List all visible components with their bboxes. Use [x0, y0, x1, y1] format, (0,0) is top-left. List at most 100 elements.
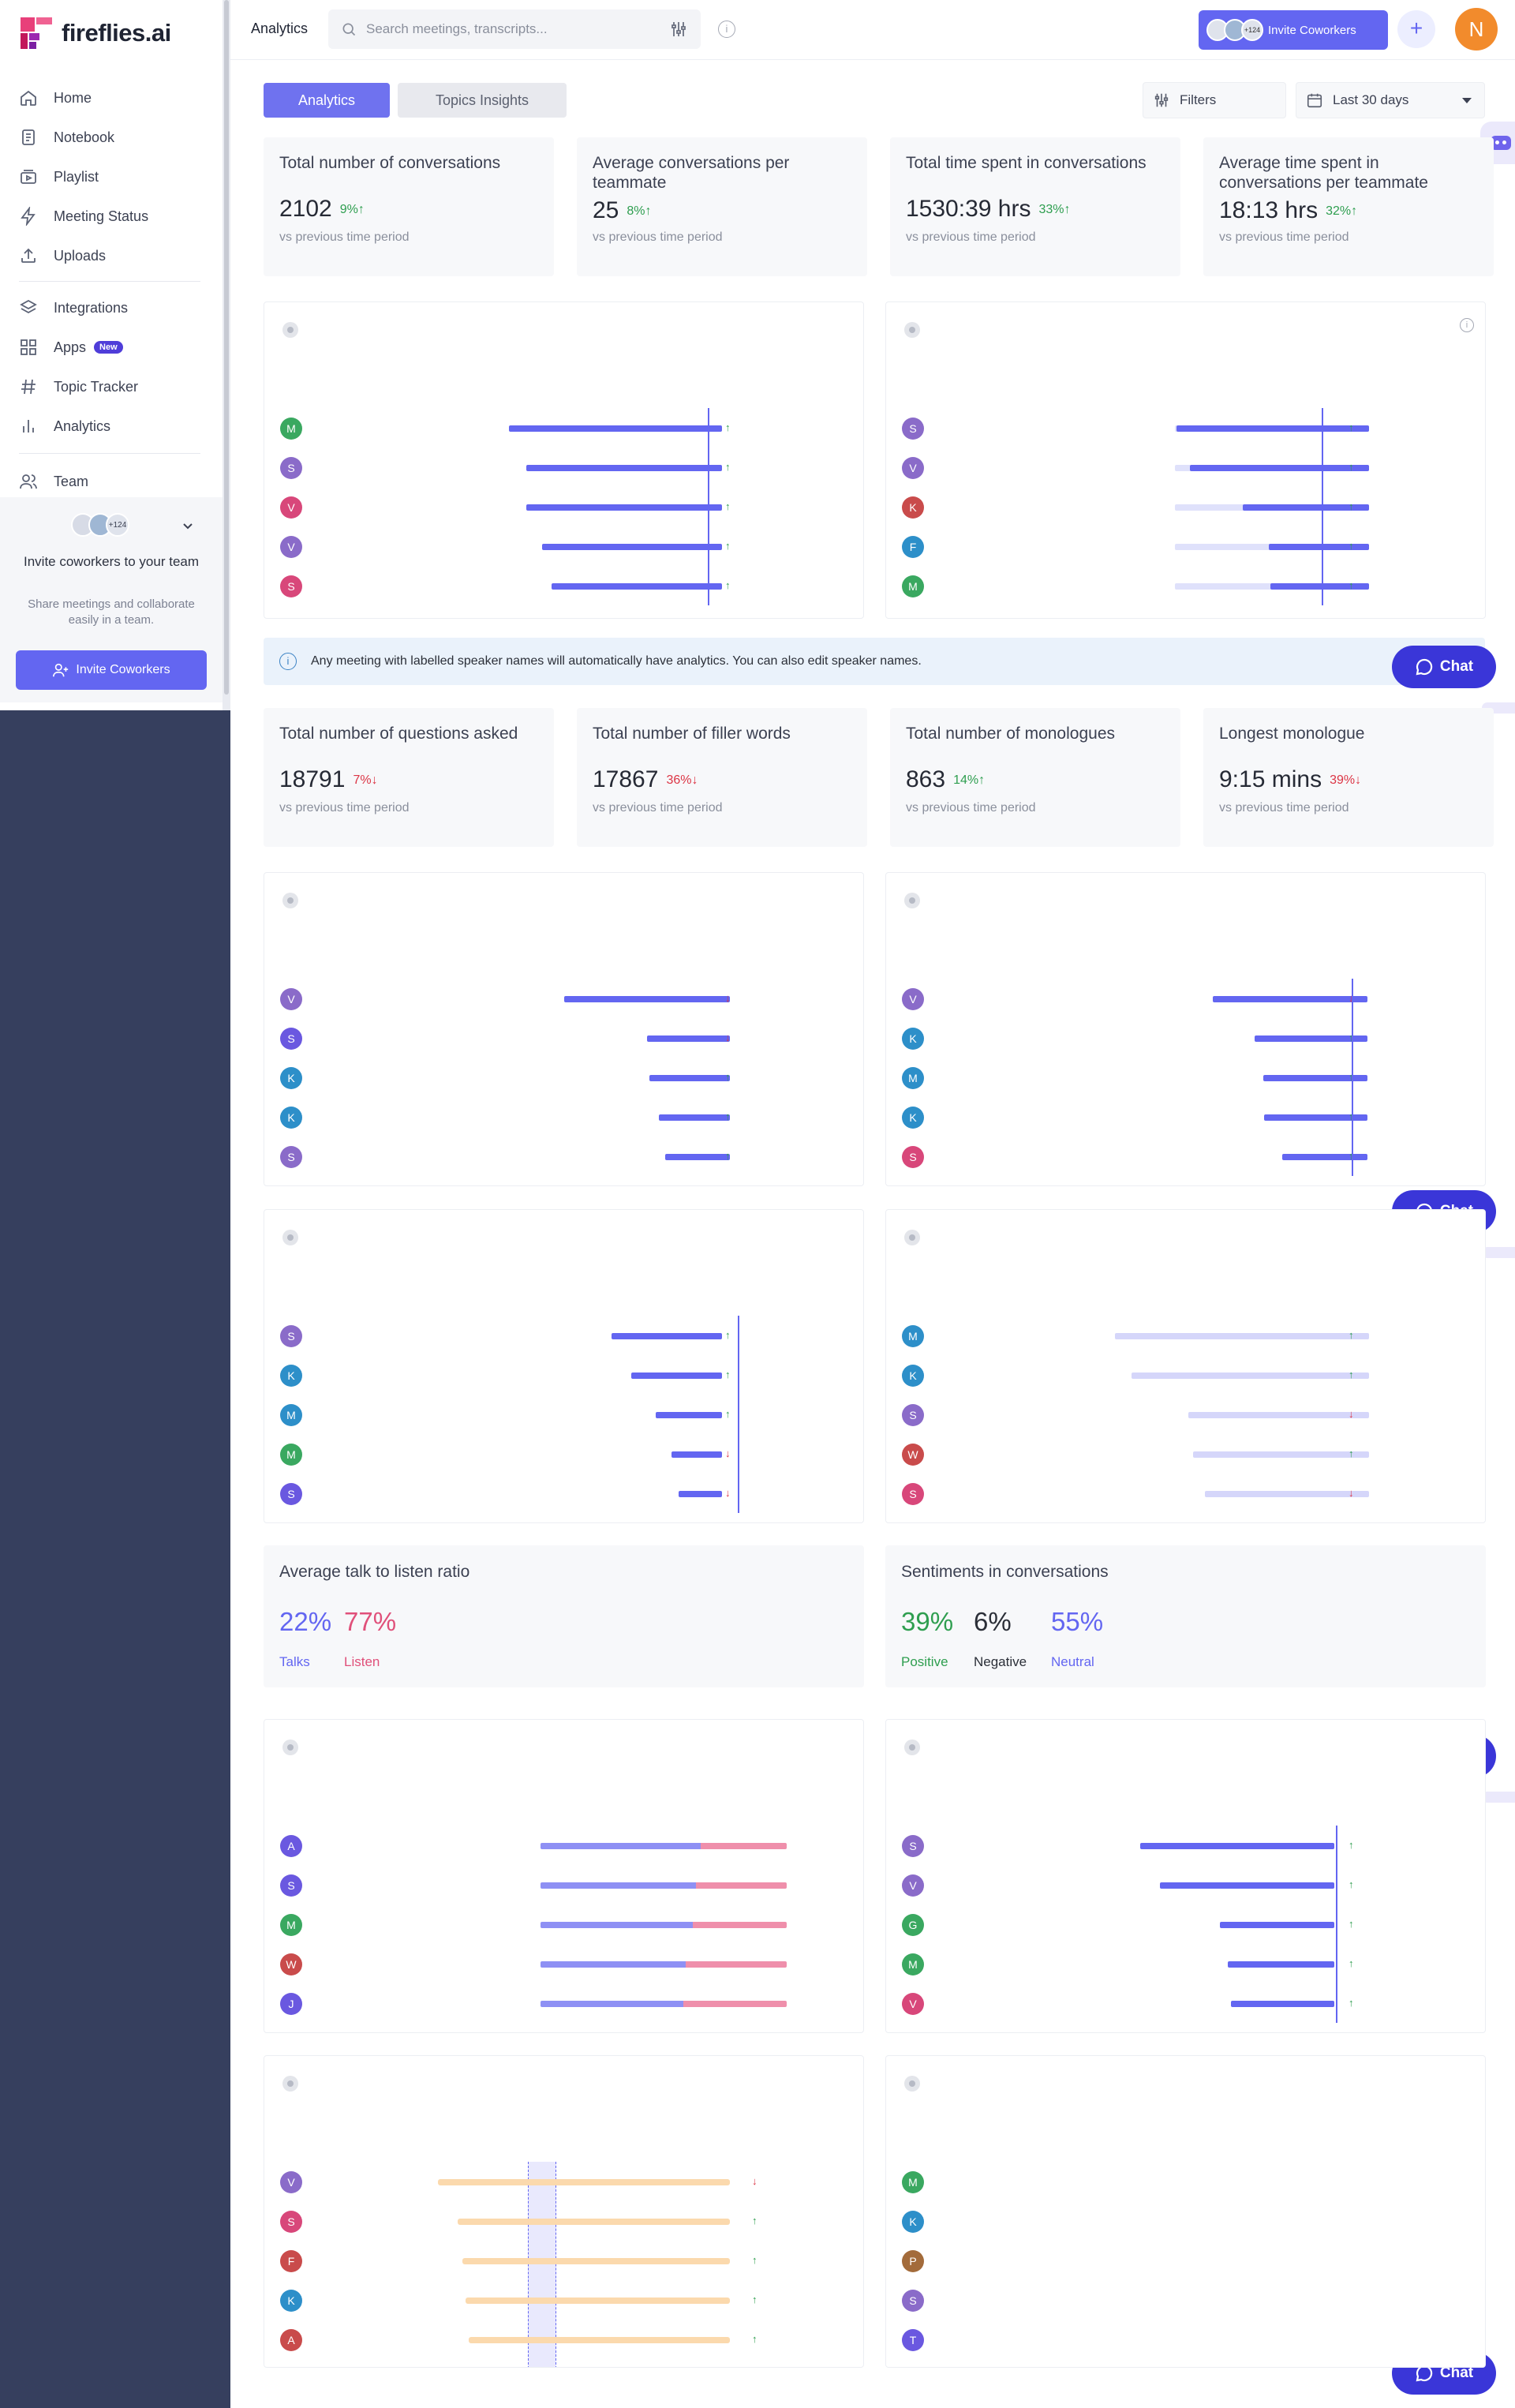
teammate-row[interactable]: T [902, 2320, 1470, 2359]
teammate-row[interactable]: V ↑ [902, 1865, 1470, 1904]
teammate-row[interactable]: S↑ [902, 1826, 1470, 1865]
teammate-row[interactable]: J [280, 1983, 848, 2023]
home-icon [21, 90, 36, 106]
teammate-row[interactable]: S ↓ [902, 1395, 1470, 1434]
mute-icon [902, 1737, 922, 1758]
sidebar-item-team[interactable]: Team [0, 463, 223, 500]
tab-topics-insights[interactable]: Topics Insights [398, 83, 567, 118]
sidebar-item-topic-tracker[interactable]: Topic Tracker [0, 368, 223, 406]
teammate-row[interactable]: S ↓ [280, 1474, 848, 1513]
assistant-bot-button[interactable] [1480, 122, 1515, 164]
teammate-row[interactable]: S↑ [280, 448, 848, 487]
teammate-row[interactable]: S [902, 2280, 1470, 2320]
average-line [708, 408, 709, 605]
teammate-row[interactable]: V↓ [280, 979, 848, 1018]
search-bar[interactable] [328, 9, 701, 49]
value-bar [1140, 1843, 1334, 1849]
teammate-row[interactable]: S ↓ [902, 1474, 1470, 1513]
info-icon[interactable]: i [718, 21, 735, 38]
chat-button[interactable]: Chat [1392, 646, 1496, 688]
teammate-row[interactable]: K [902, 2201, 1470, 2241]
teammate-row[interactable]: K↑ [902, 1355, 1470, 1395]
teammate-row[interactable]: S↑ [280, 1137, 848, 1176]
value-bar [1176, 425, 1369, 432]
sidebar-item-home[interactable]: Home [0, 79, 223, 117]
stat-number: 9:15 mins [1219, 766, 1322, 792]
teammate-row[interactable]: M↑ [280, 1395, 848, 1434]
teammate-row[interactable]: V ↑ [902, 1983, 1470, 2023]
teammate-row[interactable]: A [280, 1826, 848, 1865]
teammate-row[interactable]: W [280, 1944, 848, 1983]
teammate-row[interactable]: V↓ [902, 979, 1470, 1018]
teammate-row[interactable]: M↑ [902, 1316, 1470, 1355]
teammate-row[interactable]: M↑ [902, 566, 1470, 605]
teammate-row[interactable]: S↑ [902, 1137, 1470, 1176]
teammate-row[interactable]: K↑ [902, 1097, 1470, 1137]
teammate-row[interactable]: W ↑ [902, 1434, 1470, 1474]
teammate-row[interactable]: F ↑ [280, 2241, 848, 2280]
sidebar-item-analytics[interactable]: Analytics [0, 407, 223, 445]
sidebar-item-playlist[interactable]: Playlist [0, 158, 223, 196]
value-change: ↑ [1349, 1839, 1396, 1851]
teammate-row[interactable]: K↑ [280, 1097, 848, 1137]
search-input[interactable] [366, 21, 660, 37]
value-bar [671, 1451, 722, 1458]
teammate-row[interactable]: S↑ [280, 566, 848, 605]
scrollbar-thumb[interactable] [224, 0, 229, 695]
sidebar-item-meeting-status[interactable]: Meeting Status [0, 197, 223, 235]
app-logo[interactable]: fireflies.ai [19, 16, 171, 51]
teammate-row[interactable]: M [902, 2162, 1470, 2201]
column-header [731, 960, 734, 974]
teammate-row[interactable]: M [280, 1904, 848, 1944]
monologues-panel: S ↑ K ↑ M ↑ M ↓ S ↓ [264, 1209, 864, 1523]
listen-percent: 77% [344, 1607, 397, 1636]
teammate-row[interactable]: K↑ [280, 1058, 848, 1097]
user-avatar[interactable]: N [1455, 8, 1498, 51]
app-name: fireflies.ai [62, 19, 171, 47]
teammate-row[interactable]: S↑ [280, 1316, 848, 1355]
teammate-row[interactable]: K↑ [280, 1355, 848, 1395]
stat-value: 1530:39 hrs 33%↑ [906, 196, 1070, 223]
teammate-row[interactable]: V↓ [280, 2162, 848, 2201]
side-handle[interactable] [1482, 1792, 1515, 1803]
avatar: M [280, 418, 302, 440]
sidebar-scrollbar[interactable] [223, 0, 230, 710]
teammate-row[interactable]: A ↑ [280, 2320, 848, 2359]
teammate-row[interactable]: M ↓ [280, 1434, 848, 1474]
sidebar-item-integrations[interactable]: Integrations [0, 289, 223, 327]
sidebar-item-notebook[interactable]: Notebook [0, 118, 223, 156]
avatar: M [902, 1953, 924, 1975]
teammate-row[interactable]: M↑ [280, 408, 848, 448]
add-button[interactable]: + [1397, 10, 1435, 48]
teammate-row[interactable]: S↑ [902, 408, 1470, 448]
teammate-row[interactable]: K↑ [280, 2280, 848, 2320]
sidebar-item-apps[interactable]: Apps New [0, 328, 223, 366]
teammate-row[interactable]: F ↑ [902, 526, 1470, 566]
side-handle[interactable] [1482, 1247, 1515, 1258]
value-change: ↑ [752, 2215, 799, 2226]
teammate-row[interactable]: S ↓ [280, 1018, 848, 1058]
negative-percent: 6% [974, 1607, 1012, 1636]
teammate-row[interactable]: M↑ [902, 1058, 1470, 1097]
teammate-row[interactable]: V ↑ [902, 448, 1470, 487]
tab-analytics[interactable]: Analytics [264, 83, 390, 118]
invite-coworkers-button[interactable]: Invite Coworkers [16, 650, 207, 690]
teammate-row[interactable]: S [280, 1865, 848, 1904]
teammate-row[interactable]: V ↑ [280, 526, 848, 566]
info-icon[interactable]: i [1460, 318, 1474, 332]
filter-sliders-icon[interactable] [669, 20, 688, 39]
sidebar-item-uploads[interactable]: Uploads [0, 237, 223, 275]
teammate-row[interactable]: V ↑ [280, 487, 848, 526]
teammate-row[interactable]: K↑ [902, 1018, 1470, 1058]
teammate-row[interactable]: K↑ [902, 487, 1470, 526]
teammate-row[interactable]: P [902, 2241, 1470, 2280]
filters-button[interactable]: Filters [1143, 82, 1286, 118]
teammate-row[interactable]: G ↑ [902, 1904, 1470, 1944]
invite-coworkers-top-button[interactable]: +124 Invite Coworkers [1199, 10, 1388, 50]
teammate-row[interactable]: M↑ [902, 1944, 1470, 1983]
teammate-row[interactable]: S↑ [280, 2201, 848, 2241]
date-range-select[interactable]: Last 30 days [1296, 82, 1485, 118]
value-change: ↓ [725, 1032, 772, 1043]
sidebar-panel: fireflies.ai Home Notebook Playlist Meet… [0, 0, 223, 710]
chevron-down-icon[interactable] [181, 519, 194, 532]
